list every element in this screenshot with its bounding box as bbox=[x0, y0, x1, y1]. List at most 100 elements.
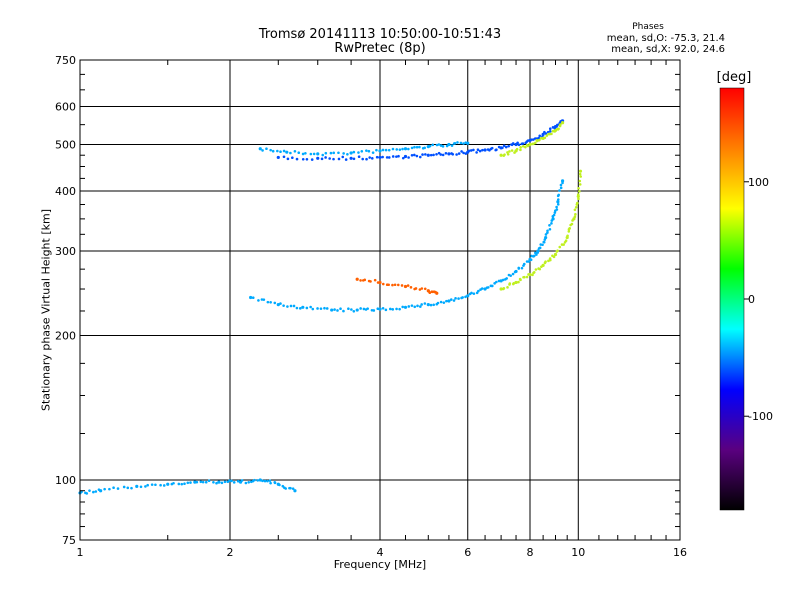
data-point bbox=[266, 479, 269, 483]
data-point bbox=[378, 149, 382, 153]
data-point bbox=[410, 304, 414, 307]
data-point bbox=[413, 153, 416, 157]
data-point bbox=[362, 307, 366, 311]
data-point bbox=[552, 255, 556, 259]
data-point bbox=[560, 179, 565, 183]
data-point bbox=[301, 157, 305, 161]
data-point bbox=[510, 149, 514, 152]
data-point bbox=[328, 157, 331, 160]
data-point bbox=[562, 243, 565, 246]
data-point bbox=[546, 231, 549, 234]
data-point bbox=[537, 136, 541, 140]
data-point bbox=[365, 149, 368, 152]
data-point bbox=[403, 154, 408, 159]
y-tick-label: 400 bbox=[55, 185, 76, 198]
data-point bbox=[536, 249, 540, 253]
y-tick-label: 600 bbox=[55, 101, 76, 114]
data-point bbox=[521, 144, 525, 148]
data-point bbox=[490, 284, 494, 288]
data-point bbox=[426, 302, 430, 307]
data-point bbox=[253, 478, 256, 482]
data-point bbox=[215, 481, 218, 485]
data-point bbox=[321, 153, 325, 157]
data-point bbox=[551, 217, 555, 221]
data-point bbox=[437, 143, 441, 146]
data-point bbox=[570, 222, 574, 226]
data-point bbox=[346, 152, 349, 156]
data-points bbox=[78, 119, 583, 495]
data-point bbox=[247, 480, 251, 484]
colorbar-tick-label: 0 bbox=[748, 293, 755, 306]
data-point bbox=[544, 132, 548, 135]
data-point bbox=[560, 121, 565, 125]
data-point bbox=[193, 480, 197, 484]
data-point bbox=[352, 157, 356, 161]
data-point bbox=[268, 479, 272, 482]
data-point bbox=[486, 286, 490, 289]
data-point bbox=[447, 142, 451, 147]
data-point bbox=[324, 156, 327, 159]
data-point bbox=[262, 298, 266, 301]
data-point bbox=[126, 486, 130, 490]
data-point bbox=[397, 154, 400, 158]
data-point bbox=[139, 485, 143, 489]
data-point bbox=[309, 305, 312, 309]
data-point bbox=[293, 149, 297, 153]
phases-x-stats: mean, sd,X: 92.0, 24.6 bbox=[611, 44, 725, 55]
data-point bbox=[576, 193, 580, 196]
data-point bbox=[451, 152, 455, 156]
data-point bbox=[472, 148, 475, 152]
data-point bbox=[462, 142, 465, 145]
y-tick-label: 300 bbox=[55, 245, 76, 258]
data-point bbox=[220, 481, 224, 485]
data-point bbox=[514, 269, 518, 274]
data-point bbox=[130, 486, 133, 490]
data-point bbox=[578, 179, 582, 183]
data-point bbox=[429, 303, 433, 307]
data-point bbox=[481, 148, 484, 152]
data-point bbox=[431, 143, 435, 147]
data-point bbox=[548, 257, 552, 260]
data-point bbox=[420, 287, 424, 290]
data-point bbox=[375, 155, 379, 159]
data-point bbox=[432, 153, 435, 157]
data-point bbox=[413, 145, 416, 149]
data-point bbox=[349, 156, 353, 160]
data-point bbox=[413, 305, 417, 309]
data-point bbox=[339, 307, 342, 311]
data-point bbox=[378, 307, 382, 311]
data-point bbox=[559, 186, 563, 190]
x-tick-label: 6 bbox=[464, 546, 471, 559]
data-point bbox=[552, 213, 556, 217]
data-point bbox=[428, 291, 432, 295]
data-point bbox=[357, 151, 360, 154]
data-point bbox=[555, 205, 558, 209]
data-point bbox=[347, 307, 350, 310]
data-point bbox=[344, 158, 348, 161]
x-tick-label: 16 bbox=[673, 546, 687, 559]
data-point bbox=[251, 296, 255, 299]
data-point bbox=[505, 277, 508, 280]
data-point bbox=[574, 213, 577, 216]
data-point bbox=[447, 152, 451, 156]
data-point bbox=[195, 480, 199, 484]
data-point bbox=[263, 479, 267, 483]
data-point bbox=[524, 145, 527, 149]
data-point bbox=[578, 172, 582, 176]
data-point bbox=[543, 136, 547, 140]
data-point bbox=[577, 197, 580, 201]
data-point bbox=[502, 287, 506, 290]
data-point bbox=[454, 297, 457, 300]
data-point bbox=[172, 481, 175, 485]
data-point bbox=[558, 245, 562, 249]
data-point bbox=[257, 299, 260, 302]
data-point bbox=[410, 154, 414, 157]
data-point bbox=[282, 304, 285, 307]
data-point bbox=[276, 302, 280, 307]
chart-subtitle: RwPretec (8p) bbox=[334, 41, 426, 56]
data-point bbox=[430, 290, 434, 294]
data-point bbox=[403, 284, 408, 289]
data-point bbox=[512, 282, 516, 285]
data-point bbox=[162, 484, 166, 487]
data-point bbox=[517, 266, 521, 270]
